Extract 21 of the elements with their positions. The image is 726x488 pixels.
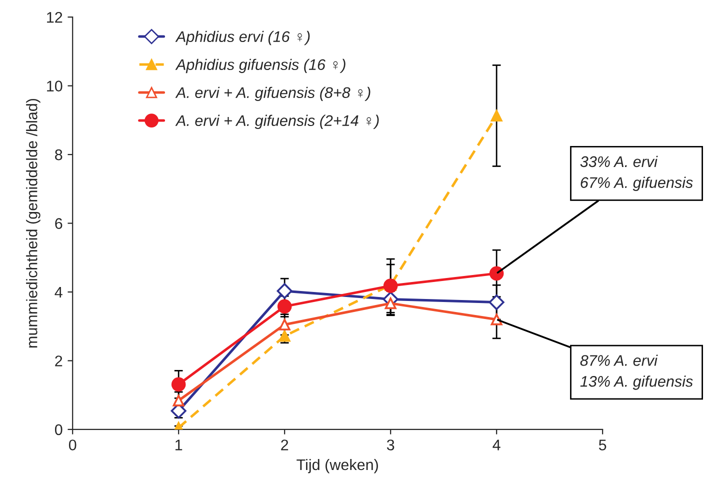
x-tick-label: 1 [176, 440, 182, 450]
annotation: 33% A. ervi 67% A. gifuensis [580, 156, 693, 191]
legend-label: A. ervi + A. gifuensis (8+8 ♀) [175, 86, 370, 102]
y-tick-label: 10 [47, 80, 62, 92]
y-axis-title: mummiedichtheid (gemiddelde /blad) [26, 98, 40, 348]
x-tick-label: 3 [386, 440, 394, 450]
y-tick-label: 6 [55, 218, 62, 229]
y-tick-label: 0 [54, 424, 62, 436]
y-tick-label: 4 [54, 287, 62, 298]
y-tick-label: 2 [55, 356, 62, 366]
x-tick-label: 5 [598, 440, 606, 450]
legend-label: Aphidius gifuensis (16 ♀) [175, 58, 346, 74]
x-tick-label: 4 [492, 440, 500, 450]
x-tick-label: 0 [68, 440, 76, 450]
y-tick-label: 8 [55, 149, 62, 160]
legend-label: A. ervi + A. gifuensis (2+14 ♀) [175, 114, 379, 130]
y-tick-label: 12 [47, 12, 62, 23]
legend-label: Aphidius ervi (16 ♀) [175, 30, 310, 46]
annotation: 87% A. ervi 13% A. gifuensis [580, 354, 693, 390]
x-tick-label: 2 [281, 440, 288, 450]
x-axis-title: Tijd (weken) [296, 458, 378, 474]
